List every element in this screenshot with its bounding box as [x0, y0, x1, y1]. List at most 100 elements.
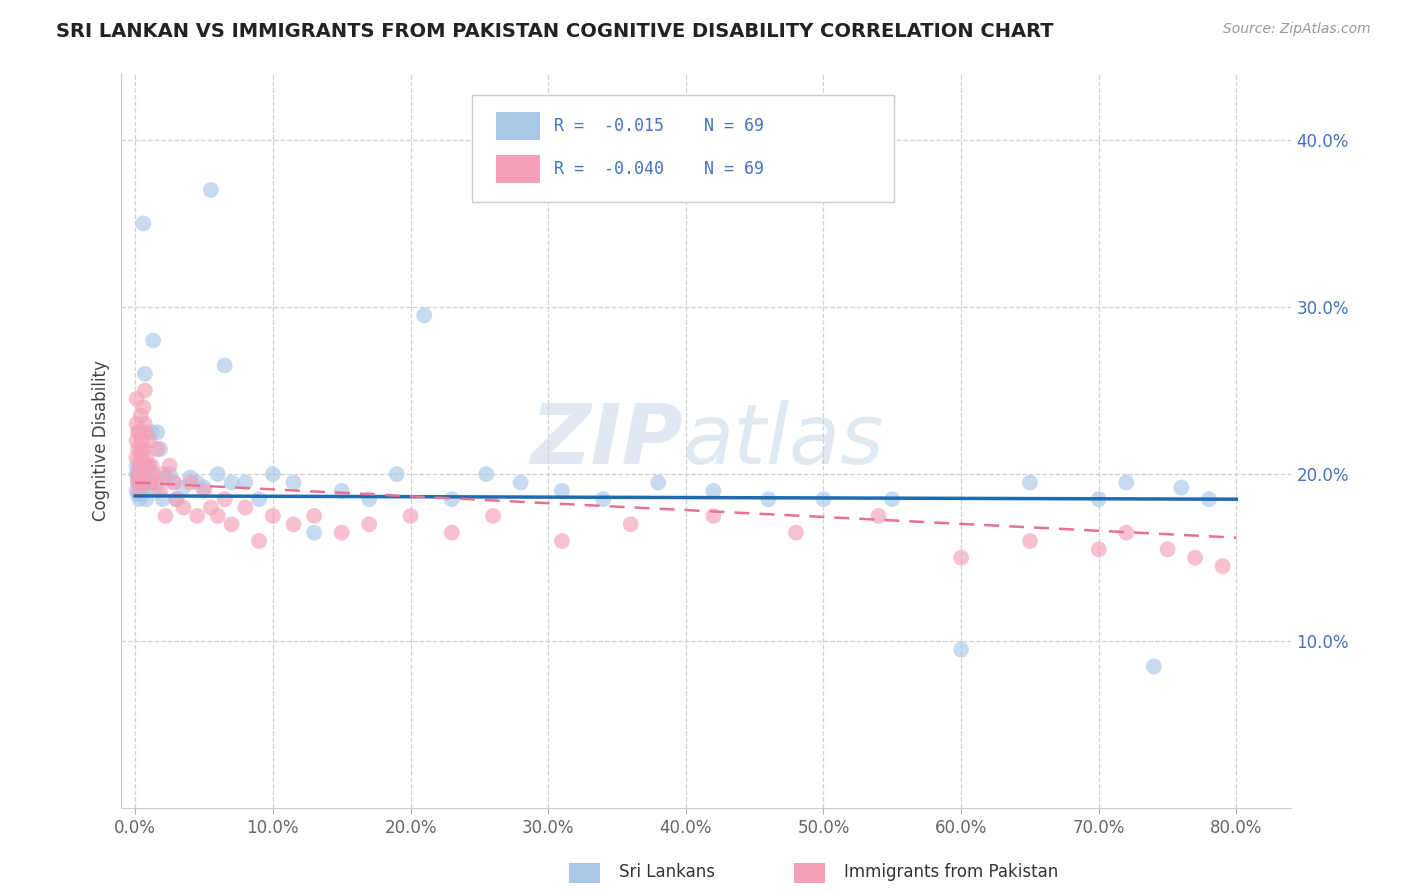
- Point: [302, 508, 325, 523]
- Point: [247, 534, 270, 549]
- Point: [159, 467, 181, 482]
- Point: [127, 467, 149, 482]
- Point: [785, 525, 807, 540]
- Text: SRI LANKAN VS IMMIGRANTS FROM PAKISTAN COGNITIVE DISABILITY CORRELATION CHART: SRI LANKAN VS IMMIGRANTS FROM PAKISTAN C…: [56, 22, 1054, 41]
- Point: [145, 475, 167, 490]
- Point: [131, 434, 153, 448]
- Point: [302, 525, 325, 540]
- Point: [200, 500, 222, 515]
- Point: [1115, 525, 1137, 540]
- Point: [128, 492, 150, 507]
- Point: [139, 475, 162, 490]
- Point: [172, 500, 194, 515]
- Point: [128, 483, 150, 498]
- Point: [132, 470, 155, 484]
- Point: [129, 481, 152, 495]
- Point: [149, 442, 172, 456]
- Point: [186, 508, 208, 523]
- Point: [125, 392, 148, 406]
- Point: [129, 450, 152, 465]
- Point: [127, 475, 149, 490]
- Point: [142, 334, 165, 348]
- Point: [131, 487, 153, 501]
- Point: [247, 492, 270, 507]
- Point: [551, 483, 574, 498]
- Point: [214, 359, 236, 373]
- Point: [221, 475, 243, 490]
- Point: [758, 492, 780, 507]
- Point: [155, 508, 177, 523]
- Bar: [496, 154, 540, 183]
- Point: [166, 492, 188, 507]
- Point: [146, 425, 169, 440]
- Bar: [496, 112, 540, 140]
- Text: atlas: atlas: [683, 401, 884, 481]
- Point: [131, 474, 153, 488]
- Point: [330, 483, 353, 498]
- Point: [1143, 659, 1166, 673]
- Point: [125, 434, 148, 448]
- Point: [129, 468, 152, 483]
- Point: [125, 467, 148, 482]
- Point: [475, 467, 498, 482]
- Text: ZIP: ZIP: [530, 401, 683, 481]
- Point: [129, 442, 152, 456]
- Point: [330, 525, 353, 540]
- Text: Immigrants from Pakistan: Immigrants from Pakistan: [844, 863, 1057, 881]
- Point: [399, 508, 422, 523]
- Point: [131, 462, 153, 476]
- Point: [950, 550, 973, 565]
- Point: [163, 475, 186, 490]
- Point: [132, 442, 155, 456]
- Point: [262, 467, 284, 482]
- Point: [138, 458, 160, 473]
- Point: [1019, 534, 1042, 549]
- Point: [207, 467, 229, 482]
- Point: [129, 475, 152, 490]
- Point: [135, 492, 157, 507]
- Point: [166, 492, 188, 507]
- Point: [125, 417, 148, 431]
- Point: [1156, 542, 1178, 557]
- Point: [134, 417, 156, 431]
- Bar: [569, 863, 600, 883]
- Point: [152, 467, 174, 482]
- Point: [482, 508, 505, 523]
- Point: [163, 475, 186, 490]
- Point: [283, 517, 305, 532]
- Point: [128, 467, 150, 482]
- Text: Sri Lankans: Sri Lankans: [619, 863, 714, 881]
- Point: [132, 216, 155, 230]
- Point: [127, 425, 149, 440]
- Point: [813, 492, 835, 507]
- Point: [1184, 550, 1206, 565]
- Point: [179, 475, 201, 490]
- Point: [132, 458, 155, 473]
- Point: [509, 475, 531, 490]
- Point: [1198, 492, 1220, 507]
- Bar: [794, 863, 825, 883]
- Point: [127, 470, 149, 484]
- Point: [134, 481, 156, 495]
- Point: [440, 525, 463, 540]
- Y-axis label: Cognitive Disability: Cognitive Disability: [93, 360, 110, 521]
- Point: [131, 475, 153, 490]
- Point: [146, 442, 169, 456]
- Point: [136, 470, 159, 484]
- Point: [135, 450, 157, 465]
- Point: [868, 508, 890, 523]
- Point: [1170, 481, 1192, 495]
- Point: [131, 450, 153, 465]
- Point: [186, 475, 208, 490]
- Point: [193, 481, 215, 495]
- Point: [145, 481, 167, 495]
- Point: [359, 492, 381, 507]
- Point: [136, 458, 159, 473]
- Point: [385, 467, 408, 482]
- Point: [950, 642, 973, 657]
- Text: R =  -0.015    N = 69: R = -0.015 N = 69: [554, 117, 765, 135]
- Point: [125, 483, 148, 498]
- Point: [135, 425, 157, 440]
- Point: [440, 492, 463, 507]
- Point: [125, 458, 148, 473]
